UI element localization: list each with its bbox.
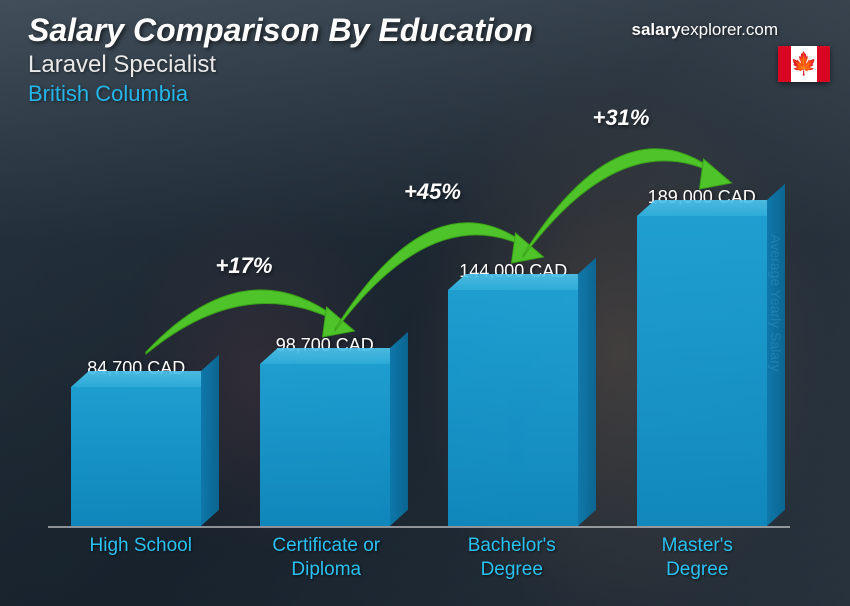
bar-column: 189,000 CAD [614,187,791,526]
bar-column: 98,700 CAD [237,335,414,526]
bar [260,364,390,526]
x-axis-label: Certificate orDiploma [234,528,420,588]
bar [71,387,201,526]
brand-left: salary [632,20,681,39]
bars-container: 84,700 CAD98,700 CAD144,000 CAD189,000 C… [48,130,790,526]
chart-region: British Columbia [28,81,822,107]
x-axis-label: Bachelor'sDegree [419,528,605,588]
country-flag-canada: 🍁 [778,46,830,82]
brand-right: explorer.com [681,20,778,39]
chart-subtitle: Laravel Specialist [28,51,822,79]
bar [448,290,578,526]
bar-column: 84,700 CAD [48,358,225,526]
x-axis-label: Master'sDegree [605,528,791,588]
salary-bar-chart: 84,700 CAD98,700 CAD144,000 CAD189,000 C… [48,130,790,588]
maple-leaf-icon: 🍁 [790,53,817,75]
bar-column: 144,000 CAD [425,261,602,526]
site-brand: salaryexplorer.com [632,20,779,40]
x-axis: High SchoolCertificate orDiplomaBachelor… [48,526,790,588]
bar [637,216,767,526]
x-axis-label: High School [48,528,234,588]
